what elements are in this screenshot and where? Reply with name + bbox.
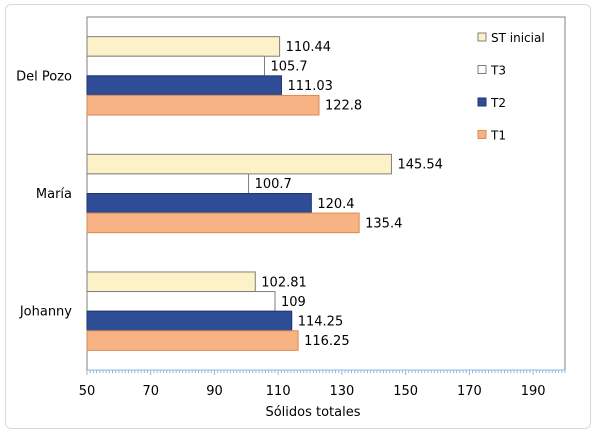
data-labels-group: 110.44 105.7 111.03 122.8 145.54 100.7 120.4 13… <box>255 40 443 349</box>
legend-swatch-st-inicial <box>477 32 487 42</box>
bar-t1-johanny <box>86 330 299 351</box>
bar-t2-del-pozo <box>86 75 282 96</box>
x-tick-label: 50 <box>79 384 96 399</box>
legend: ST inicial T3 T2 T1 <box>477 31 545 143</box>
x-tick-label: 90 <box>206 384 223 399</box>
legend-swatch-t3 <box>477 65 487 74</box>
data-label: 135.4 <box>365 216 402 231</box>
bar-t2-johanny <box>86 310 293 332</box>
legend-label: ST inicial <box>491 31 545 45</box>
legend-label: T2 <box>490 96 506 110</box>
x-tick-label: 170 <box>457 384 482 399</box>
data-label: 120.4 <box>317 197 354 212</box>
category-labels-group: Del Pozo María Johanny <box>16 69 72 319</box>
data-label: 105.7 <box>270 60 307 75</box>
x-tick-label: 190 <box>521 384 546 399</box>
data-label: 116.25 <box>304 334 350 349</box>
legend-label: T3 <box>490 64 506 78</box>
legend-swatch-t1 <box>477 130 487 139</box>
bar-t2-maría <box>86 193 312 214</box>
legend-swatch-t2 <box>477 97 487 107</box>
category-label: Johanny <box>19 305 72 320</box>
data-label: 110.44 <box>286 40 332 55</box>
bars-group <box>86 36 392 351</box>
x-tick-label: 110 <box>266 384 291 399</box>
bar-st-inicial-maría <box>86 153 392 175</box>
x-tick-label: 130 <box>330 384 355 399</box>
data-label: 109 <box>281 295 306 310</box>
category-label: Del Pozo <box>16 69 72 84</box>
bar-st-inicial-johanny <box>86 271 256 293</box>
bar-st-inicial-del-pozo <box>86 36 281 57</box>
data-label: 111.03 <box>287 79 333 94</box>
bar-t1-del-pozo <box>86 94 320 116</box>
legend-label: T1 <box>490 129 506 143</box>
data-label: 100.7 <box>255 177 292 192</box>
bar-t3-johanny <box>86 291 276 312</box>
x-axis-title: Sólidos totales <box>265 405 360 420</box>
bar-t3-maría <box>86 173 250 194</box>
data-label: 122.8 <box>325 99 362 114</box>
x-tick-label: 150 <box>393 384 418 399</box>
category-label: María <box>36 187 72 202</box>
data-label: 114.25 <box>298 314 344 329</box>
data-label: 145.54 <box>397 158 443 173</box>
bar-t1-maría <box>86 212 360 234</box>
x-tick-label: 70 <box>142 384 159 399</box>
bar-t3-del-pozo <box>86 55 265 77</box>
x-axis: 50 70 90 110 130 150 170 190 <box>79 369 566 399</box>
data-label: 102.81 <box>261 275 307 290</box>
